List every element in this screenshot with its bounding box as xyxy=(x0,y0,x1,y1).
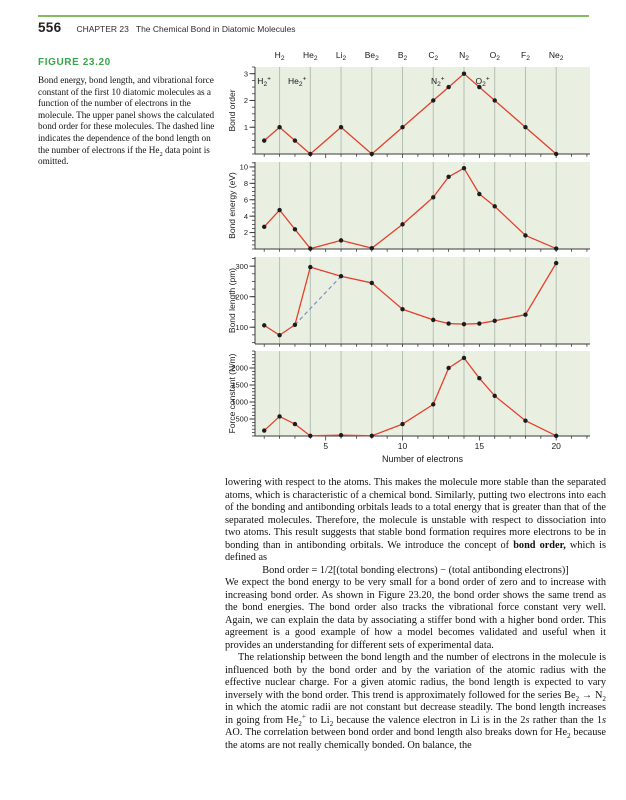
annotation: O2+ xyxy=(476,75,490,88)
y-tick-label: 2 xyxy=(244,96,248,105)
molecule-label: Li2 xyxy=(336,50,347,62)
data-line xyxy=(263,262,557,336)
molecule-label: Ne2 xyxy=(549,50,564,62)
molecule-label: He2 xyxy=(303,50,318,62)
x-tick-label: 5 xyxy=(323,441,328,451)
plot-background xyxy=(255,351,590,436)
header-rule xyxy=(38,15,589,17)
plot-background xyxy=(255,162,590,249)
data-points xyxy=(262,260,559,338)
y-tick-label: 1 xyxy=(244,123,248,132)
gridlines xyxy=(279,67,557,154)
y-tick-label: 6 xyxy=(244,195,248,204)
x-axis-ticks xyxy=(263,436,588,441)
data-points xyxy=(262,71,559,157)
y-tick-label: 2 xyxy=(244,228,248,237)
paragraph-1: lowering with respect to the atoms. This… xyxy=(225,477,606,563)
data-line xyxy=(263,357,557,437)
y-axis-title: Bond energy (eV) xyxy=(227,172,237,239)
y-axis-ticks xyxy=(249,162,255,250)
figure-23-20-charts: 1 2 3 H2+ He2+ N2+ O2+ H2 He2 Li2 Be2 B2 C2 N2 O2 F2 Ne2… xyxy=(222,0,607,476)
x-axis-ticks xyxy=(263,154,588,158)
y-tick-label: 4 xyxy=(244,212,248,221)
y-tick-label: 100 xyxy=(235,323,248,332)
bond-length-chart: 100 200 300 Bond length (pm) xyxy=(222,254,602,347)
x-tick-label: 10 xyxy=(398,441,408,451)
paragraph-3: The relationship between the bond length… xyxy=(225,652,607,751)
bond-energy-chart: 2 4 6 8 10 Bond energy (eV) xyxy=(222,160,602,252)
gridlines xyxy=(279,162,557,249)
y-axis-ticks xyxy=(249,350,255,437)
molecule-label: N2 xyxy=(459,50,469,62)
molecule-label: F2 xyxy=(521,50,530,62)
bond-order-equation: Bond order = 1/2[(total bonding electron… xyxy=(262,564,569,576)
figure-caption-text: Bond energy, bond length, and vibrationa… xyxy=(38,75,215,167)
y-axis-ticks xyxy=(249,258,255,343)
x-tick-label: 15 xyxy=(475,441,485,451)
y-axis-title: Bond length (pm) xyxy=(227,268,237,333)
page-number: 556 xyxy=(38,20,62,35)
molecule-label: O2 xyxy=(490,50,501,62)
y-axis-title: Force constant (N/m) xyxy=(227,353,237,433)
page-header: 556 CHAPTER 23 The Chemical Bond in Diat… xyxy=(38,20,296,35)
molecule-label: H2 xyxy=(275,50,285,62)
annotation: N2+ xyxy=(431,75,445,88)
y-axis-ticks xyxy=(249,66,255,155)
figure-label: FIGURE 23.20 xyxy=(38,57,111,68)
chapter-title: The Chemical Bond in Diatomic Molecules xyxy=(135,24,296,34)
x-tick-label: 20 xyxy=(551,441,561,451)
y-tick-label: 300 xyxy=(235,262,248,271)
x-axis-title: Number of electrons xyxy=(382,454,464,464)
chapter-label: CHAPTER 23 xyxy=(76,24,129,34)
molecule-label: Be2 xyxy=(365,50,379,62)
y-tick-label: 3 xyxy=(244,69,248,78)
paragraph-2: We expect the bond energy to be very sma… xyxy=(225,577,606,651)
y-tick-label: 2000 xyxy=(231,364,248,373)
data-line xyxy=(263,73,557,155)
y-tick-label: 8 xyxy=(244,179,248,188)
figure-caption-block: FIGURE 23.20 Bond energy, bond length, a… xyxy=(38,57,222,168)
y-tick-label: 200 xyxy=(235,292,248,301)
y-tick-label: 1500 xyxy=(231,381,248,390)
molecule-label: B2 xyxy=(398,50,408,62)
y-tick-label: 10 xyxy=(240,163,248,172)
force-constant-chart: 500 1000 1500 2000 5 10 15 20 Number of electron… xyxy=(222,348,602,466)
bond-order-chart: 1 2 3 H2+ He2+ N2+ O2+ H2 He2 Li2 Be2 B2 C2 N2 O2 F2 Ne2… xyxy=(222,46,602,158)
data-points xyxy=(262,165,559,251)
y-tick-label: 500 xyxy=(235,415,248,424)
annotation: He2+ xyxy=(288,75,307,88)
y-tick-label: 1000 xyxy=(231,398,248,407)
y-axis-title: Bond order xyxy=(227,89,237,131)
gridlines xyxy=(279,257,557,344)
annotation: H2+ xyxy=(257,75,271,88)
molecule-label: C2 xyxy=(428,50,438,62)
data-line xyxy=(263,167,557,250)
data-points xyxy=(262,355,559,439)
body-text-column: lowering with respect to the atoms. This… xyxy=(225,477,606,752)
plot-background xyxy=(255,257,590,344)
